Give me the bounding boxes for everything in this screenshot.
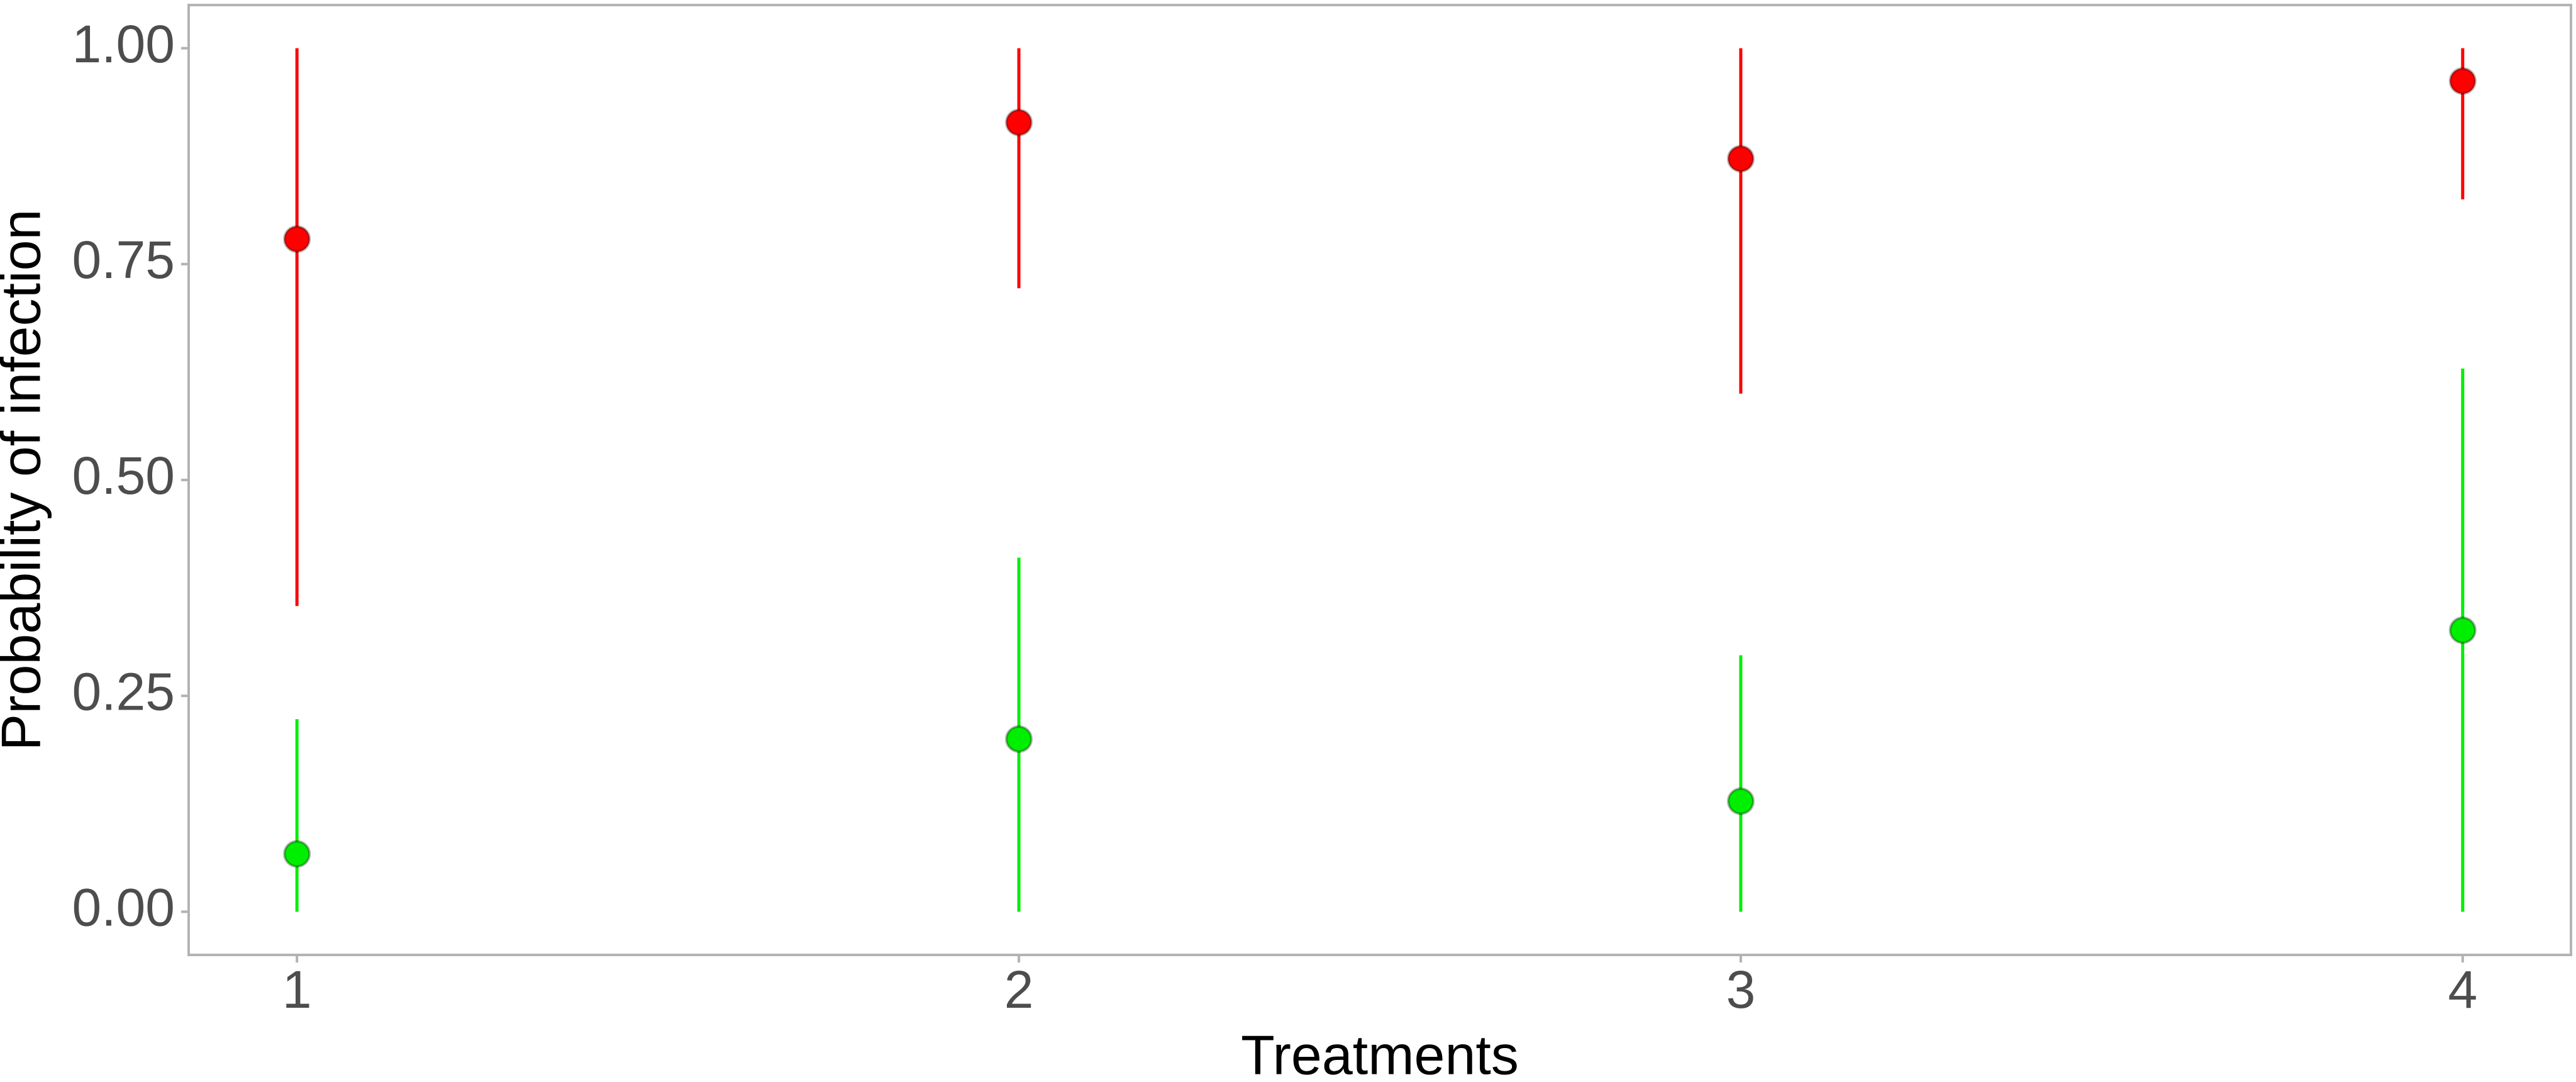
y-tick-label: 1.00 — [72, 14, 175, 74]
x-tick-label: 1 — [282, 960, 312, 1019]
x-axis-title: Treatments — [1241, 1023, 1519, 1082]
y-axis-title: Probability of infection — [0, 209, 52, 751]
point — [283, 840, 311, 868]
point — [2448, 616, 2477, 644]
x-tick-label: 4 — [2448, 960, 2477, 1019]
y-tick-label: 0.75 — [72, 230, 175, 289]
point — [1726, 145, 1755, 173]
point — [1005, 108, 1033, 137]
panel-border — [187, 4, 2572, 956]
y-tick-label: 0.50 — [72, 446, 175, 505]
y-tick-label: 0.00 — [72, 878, 175, 937]
point — [283, 225, 311, 254]
y-tick-label: 0.25 — [72, 662, 175, 721]
x-tick-label: 3 — [1726, 960, 1756, 1019]
x-tick-label: 2 — [1004, 960, 1034, 1019]
point — [1005, 725, 1033, 753]
point — [2448, 67, 2477, 95]
point — [1726, 787, 1755, 815]
